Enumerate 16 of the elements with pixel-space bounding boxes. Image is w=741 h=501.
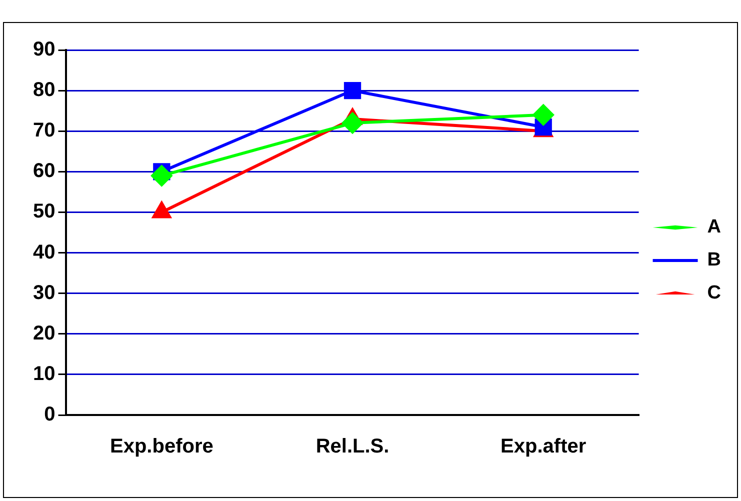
y-tick-label: 60 — [32, 160, 56, 182]
y-tick-label: 0 — [44, 404, 56, 426]
legend-label: A — [707, 216, 722, 238]
y-tick-label: 70 — [32, 120, 56, 142]
y-tick-label: 90 — [32, 38, 56, 61]
x-tick-label: Rel.L.S. — [316, 436, 390, 458]
legend-label: B — [707, 250, 722, 271]
y-tick-label: 80 — [32, 79, 56, 102]
y-tick-label: 10 — [32, 362, 56, 385]
x-tick-label: Exp.before — [110, 436, 214, 458]
x-tick-label: Exp.after — [500, 436, 586, 458]
y-tick-label: 20 — [32, 322, 56, 344]
y-tick-label: 40 — [32, 241, 56, 264]
y-tick-label: 50 — [32, 200, 56, 223]
legend-label: C — [707, 282, 722, 304]
y-tick-label: 30 — [32, 282, 56, 304]
